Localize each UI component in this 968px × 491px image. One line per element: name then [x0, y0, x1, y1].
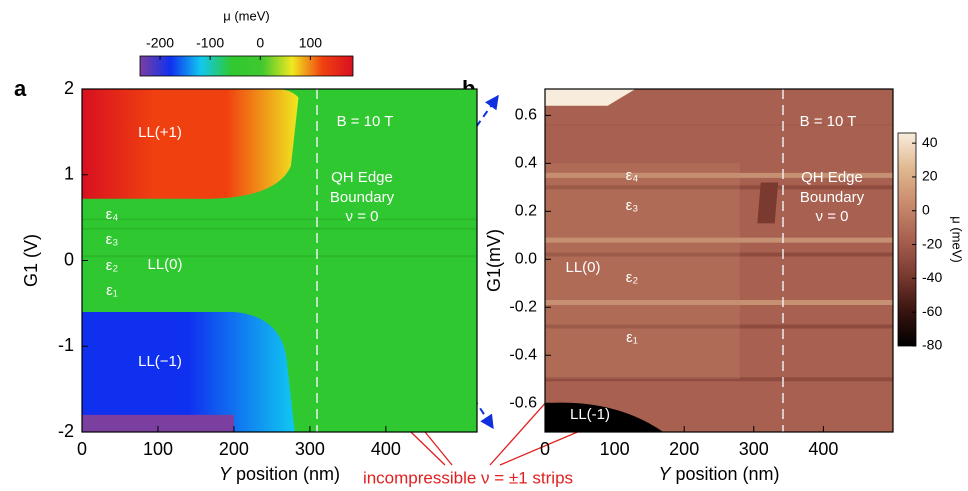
y-tick-label: -0.4	[509, 346, 537, 363]
annotation: LL(−1)	[138, 353, 182, 370]
region	[82, 89, 299, 199]
colorbar-tick-label: -60	[922, 303, 942, 319]
colorbar-tick-label: 40	[922, 134, 938, 150]
annotation: QH Edge	[801, 169, 863, 186]
x-tick-label: 400	[808, 439, 838, 459]
x-tick-label: 0	[77, 439, 87, 459]
colorbar-tick-label: -100	[196, 35, 224, 51]
annotation: ε₂	[106, 257, 119, 274]
x-tick-label: 100	[600, 439, 630, 459]
y-tick-label: 0	[64, 249, 74, 269]
y-tick-label: -1	[58, 335, 74, 355]
annotation: LL(0)	[565, 259, 600, 276]
colorbar-tick-label: 0	[922, 201, 930, 217]
heatmap	[545, 89, 893, 432]
annotation: LL(+1)	[138, 124, 182, 141]
y-tick-label: 1	[64, 164, 74, 184]
region	[82, 311, 295, 432]
x-axis-text: position (nm)	[236, 464, 340, 484]
colorbar	[897, 132, 917, 347]
region	[545, 89, 636, 106]
y-tick-label: -2	[58, 421, 74, 441]
x-axis-symbol: Y	[219, 464, 233, 484]
y-tick-label: 0.6	[515, 107, 537, 124]
annotation: QH Edge	[331, 169, 393, 186]
y-axis-label: G1 (V)	[21, 234, 41, 287]
annotation: ε₄	[626, 167, 639, 184]
annotation: incompressible ν = ±1 strips	[363, 468, 573, 487]
plot-frame	[544, 88, 894, 433]
y-tick-label: -0.6	[509, 394, 537, 411]
y-tick-label: 0.0	[515, 251, 537, 268]
colorbar-tick-label: -200	[146, 35, 174, 51]
x-tick-label: 100	[143, 439, 173, 459]
y-tick-label: 0.4	[515, 155, 537, 172]
region	[545, 402, 664, 432]
annotation: B = 10 T	[337, 113, 394, 130]
heatmap	[82, 89, 477, 432]
colorbar	[139, 55, 354, 77]
colorbar-label: μ (meV)	[950, 216, 965, 263]
x-tick-label: 400	[371, 439, 401, 459]
y-tick-label: 0.2	[515, 203, 537, 220]
y-axis-label: G1(mV)	[484, 229, 504, 292]
background	[545, 89, 893, 432]
colorbar-tick-label: 20	[922, 168, 938, 184]
colorbar-tick-label: 100	[299, 35, 323, 51]
annotation: ε₁	[106, 282, 118, 299]
annotation: B = 10 T	[800, 113, 857, 130]
x-axis-symbol: Y	[658, 464, 672, 484]
x-axis-text: position (nm)	[675, 464, 779, 484]
annotation: LL(0)	[147, 256, 182, 273]
x-tick-label: 300	[295, 439, 325, 459]
panel-label: a	[14, 76, 27, 101]
annotation: ε₃	[106, 231, 119, 248]
annotation: ν = 0	[346, 208, 379, 225]
annotation: LL(-1)	[570, 406, 610, 423]
region	[82, 414, 234, 432]
x-tick-label: 200	[669, 439, 699, 459]
colorbar-tick-label: 0	[256, 35, 264, 51]
x-tick-label: 300	[739, 439, 769, 459]
region	[757, 182, 779, 224]
x-tick-label: 0	[540, 439, 550, 459]
annotation: ε₄	[106, 206, 119, 223]
y-tick-label: -0.2	[509, 298, 537, 315]
annotation: Boundary	[330, 189, 395, 206]
annotation: ε₂	[626, 269, 639, 286]
region	[545, 163, 740, 380]
annotation: Boundary	[800, 189, 865, 206]
annotation: ν = 0	[816, 208, 849, 225]
y-tick-label: 2	[64, 78, 74, 98]
colorbar-tick-label: -80	[922, 337, 942, 353]
annotation: ε₁	[626, 329, 638, 346]
colorbar-tick-label: -40	[922, 269, 942, 285]
x-tick-label: 200	[219, 439, 249, 459]
colorbar-tick-label: -20	[922, 235, 942, 251]
annotation: ε₃	[626, 197, 639, 214]
colorbar-label: μ (meV)	[223, 8, 270, 23]
